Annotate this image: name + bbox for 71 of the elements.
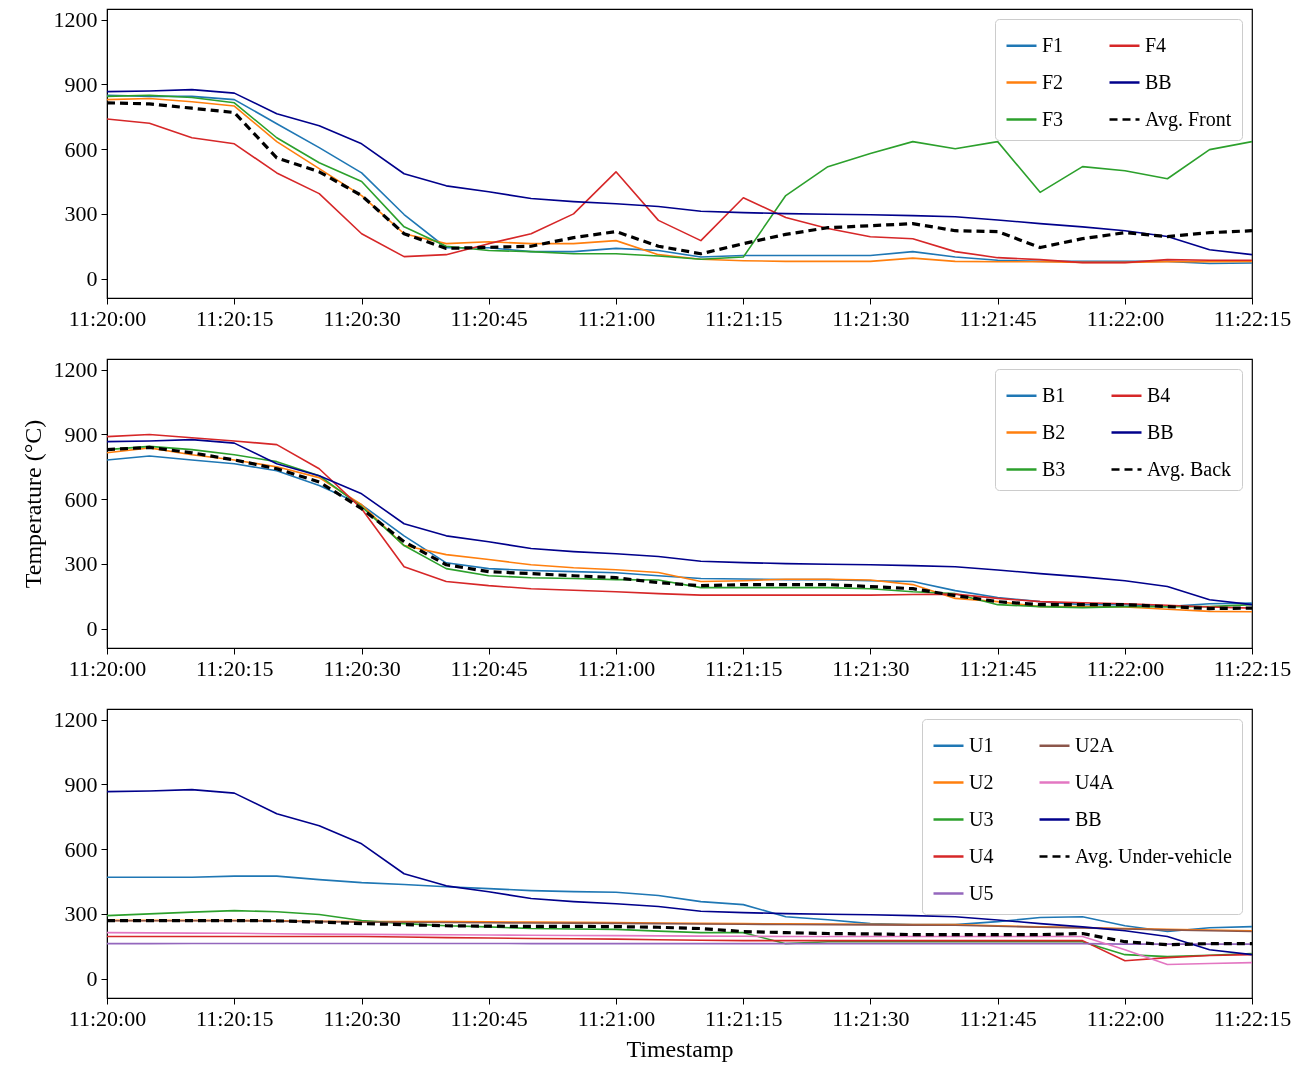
y-tick-label: 900 bbox=[64, 421, 98, 447]
legend-label: U5 bbox=[969, 881, 994, 904]
x-tick-label: 11:20:30 bbox=[323, 1005, 401, 1031]
x-tick-label: 11:21:00 bbox=[577, 655, 656, 681]
y-tick-label: 1200 bbox=[53, 7, 98, 33]
x-tick-label: 11:20:00 bbox=[68, 655, 147, 681]
x-tick-label: 11:20:15 bbox=[196, 655, 274, 681]
legend-label: F1 bbox=[1042, 33, 1064, 56]
legend-label: Avg. Under-vehicle bbox=[1075, 844, 1233, 868]
legend-label: U1 bbox=[969, 733, 994, 756]
x-tick-label: 11:22:15 bbox=[1213, 1005, 1292, 1031]
y-tick-label: 1200 bbox=[53, 357, 98, 383]
x-tick-label: 11:22:00 bbox=[1086, 1005, 1165, 1031]
legend-label: F4 bbox=[1145, 33, 1167, 56]
x-tick-label: 11:20:00 bbox=[68, 305, 147, 331]
x-tick-label: 11:20:30 bbox=[323, 655, 401, 681]
legend-label: U3 bbox=[969, 807, 994, 830]
x-tick-label: 11:22:00 bbox=[1086, 305, 1165, 331]
legend-label: U4 bbox=[969, 844, 994, 867]
y-tick-label: 600 bbox=[64, 836, 98, 862]
x-tick-label: 11:21:15 bbox=[705, 1005, 783, 1031]
x-tick-label: 11:21:15 bbox=[705, 305, 783, 331]
line-series bbox=[107, 875, 1252, 933]
legend-label: U2 bbox=[969, 770, 994, 793]
x-tick-label: 11:21:45 bbox=[959, 1005, 1037, 1031]
y-tick-label: 900 bbox=[64, 71, 98, 97]
legend-label: BB bbox=[1075, 807, 1102, 830]
x-tick-label: 11:21:00 bbox=[577, 305, 656, 331]
x-tick-label: 11:22:00 bbox=[1086, 655, 1165, 681]
y-tick-label: 1200 bbox=[53, 707, 98, 733]
y-tick-label: 300 bbox=[64, 551, 98, 577]
y-tick-label: 900 bbox=[64, 771, 98, 797]
y-tick-label: 0 bbox=[86, 266, 98, 292]
x-tick-label: 11:20:45 bbox=[450, 655, 528, 681]
x-tick-label: 11:22:15 bbox=[1213, 305, 1292, 331]
legend-label: B4 bbox=[1147, 383, 1171, 406]
legend-label: Avg. Back bbox=[1147, 457, 1232, 481]
y-tick-label: 0 bbox=[86, 966, 98, 992]
x-tick-label: 11:21:45 bbox=[959, 655, 1037, 681]
legend-label: U2A bbox=[1075, 733, 1115, 756]
x-tick-label: 11:20:00 bbox=[68, 1005, 147, 1031]
legend-label: U4A bbox=[1075, 770, 1115, 793]
x-tick-label: 11:22:15 bbox=[1213, 655, 1292, 681]
x-tick-label: 11:21:30 bbox=[832, 655, 910, 681]
x-tick-label: 11:21:15 bbox=[705, 655, 783, 681]
x-tick-label: 11:20:45 bbox=[450, 305, 528, 331]
line-series bbox=[107, 909, 1252, 958]
legend-label: B3 bbox=[1042, 457, 1066, 480]
x-tick-label: 11:21:45 bbox=[959, 305, 1037, 331]
y-axis-title: Temperature (°C) bbox=[19, 419, 46, 589]
line-series bbox=[107, 788, 1252, 956]
legend-label: B1 bbox=[1042, 383, 1066, 406]
x-tick-label: 11:21:30 bbox=[832, 1005, 910, 1031]
y-tick-label: 600 bbox=[64, 136, 98, 162]
legend-label: Avg. Front bbox=[1145, 107, 1232, 131]
x-tick-label: 11:21:00 bbox=[577, 1005, 656, 1031]
legend-label: F2 bbox=[1042, 70, 1064, 93]
x-tick-label: 11:20:45 bbox=[450, 1005, 528, 1031]
x-tick-label: 11:20:15 bbox=[196, 305, 274, 331]
y-tick-label: 300 bbox=[64, 201, 98, 227]
x-tick-label: 11:20:30 bbox=[323, 305, 401, 331]
x-axis-title: Timestamp bbox=[626, 1035, 734, 1062]
y-tick-label: 600 bbox=[64, 486, 98, 512]
legend-label: F3 bbox=[1042, 107, 1064, 130]
legend-label: B2 bbox=[1042, 420, 1066, 443]
legend-label: BB bbox=[1147, 420, 1174, 443]
y-tick-label: 0 bbox=[86, 616, 98, 642]
legend-label: BB bbox=[1145, 70, 1172, 93]
y-tick-label: 300 bbox=[64, 901, 98, 927]
x-tick-label: 11:20:15 bbox=[196, 1005, 274, 1031]
x-tick-label: 11:21:30 bbox=[832, 305, 910, 331]
